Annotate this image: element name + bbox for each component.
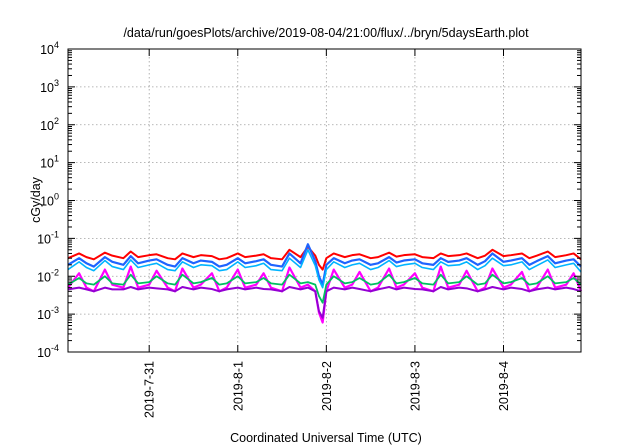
y-tick-base: 10 [40,43,54,57]
x-tick-label: 2019-8-1 [231,361,245,411]
y-tick-label: 104 [40,40,59,57]
y-tick-label: 103 [40,78,59,95]
y-tick-exponent: -2 [51,267,59,277]
plot-series [67,243,583,324]
y-tick-base: 10 [37,346,51,360]
y-tick-exponent: 2 [54,116,59,126]
y-tick-label: 10-1 [37,229,59,246]
y-tick-label: 10-4 [37,343,59,360]
y-tick-base: 10 [40,195,54,209]
y-tick-label: 10-3 [37,305,59,322]
y-axis-label: cGy/day [29,176,43,223]
y-tick-label: 10-2 [37,267,59,284]
x-tick-label: 2019-7-31 [143,361,157,418]
y-tick-base: 10 [40,81,54,95]
y-tick-base: 10 [40,119,54,133]
x-tick-label: 2019-8-3 [408,361,422,411]
y-tick-exponent: -1 [51,229,59,239]
series-line-1 [67,265,583,324]
x-tick-label: 2019-8-4 [497,361,511,411]
y-tick-base: 10 [40,157,54,171]
y-tick-exponent: 3 [54,78,59,88]
series-line-3 [67,273,582,304]
y-tick-base: 10 [37,270,51,284]
y-tick-base: 10 [37,308,51,322]
y-tick-label: 102 [40,116,59,133]
y-tick-exponent: 0 [54,192,59,202]
y-tick-label: 101 [40,154,59,171]
series-line-2 [67,286,582,319]
y-tick-base: 10 [37,232,51,246]
x-axis-label: Coordinated Universal Time (UTC) [230,431,422,445]
y-tick-exponent: 1 [54,154,59,164]
x-tick-label: 2019-8-2 [320,361,334,411]
y-tick-label: 100 [40,192,59,209]
series-line-4 [67,245,582,271]
y-tick-exponent: -4 [51,343,59,353]
axis-ticks: 10-410-310-210-11001011021031042019-7-31… [37,40,581,418]
y-tick-exponent: 4 [54,40,59,50]
chart-title: /data/run/goesPlots/archive/2019-08-04/2… [123,26,529,40]
y-tick-exponent: -3 [51,305,59,315]
series-line-6 [67,248,582,289]
